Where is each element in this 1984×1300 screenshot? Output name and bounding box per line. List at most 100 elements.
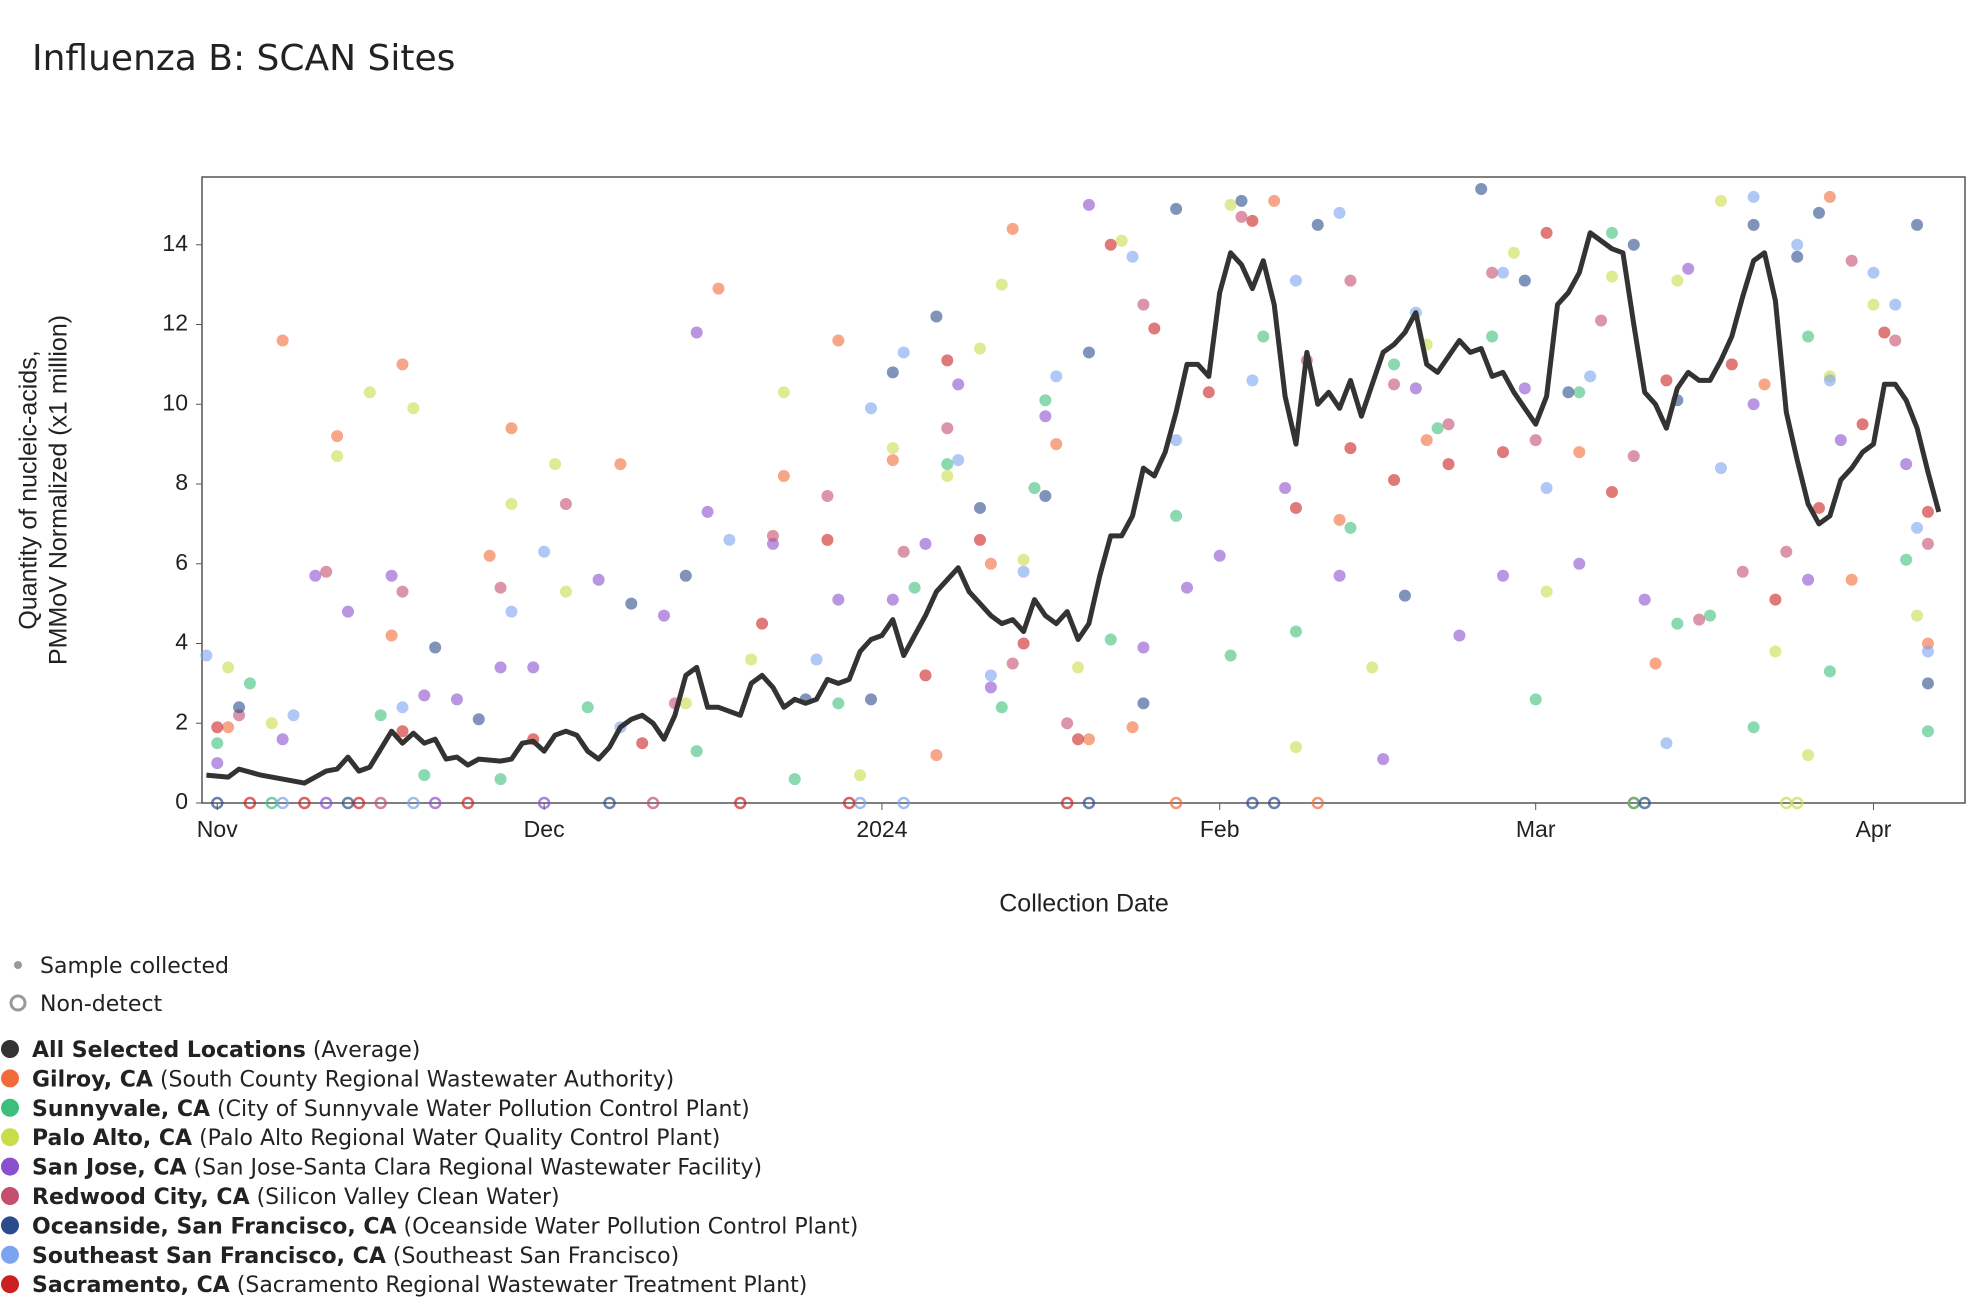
data-point bbox=[756, 617, 769, 630]
data-point bbox=[788, 773, 801, 786]
data-point bbox=[865, 693, 878, 706]
data-point bbox=[952, 378, 965, 391]
legend-name: San Jose, CA bbox=[32, 1156, 187, 1181]
data-point bbox=[1900, 458, 1913, 471]
data-point bbox=[1780, 545, 1793, 558]
data-point bbox=[1257, 330, 1270, 343]
data-point bbox=[396, 585, 409, 598]
data-point bbox=[1289, 741, 1302, 754]
data-point bbox=[222, 661, 235, 674]
data-point bbox=[374, 709, 387, 722]
data-point bbox=[919, 537, 932, 550]
data-point bbox=[1660, 374, 1673, 387]
data-point bbox=[385, 569, 398, 582]
legend-detail: (South County Regional Wastewater Author… bbox=[160, 1067, 674, 1092]
data-point bbox=[1845, 573, 1858, 586]
data-point bbox=[1911, 218, 1924, 231]
data-point bbox=[1921, 677, 1934, 690]
data-point bbox=[418, 689, 431, 702]
non-detect-point bbox=[734, 796, 747, 810]
data-point bbox=[396, 358, 409, 371]
data-point bbox=[1170, 509, 1183, 522]
average-line bbox=[206, 230, 1942, 786]
y-tick-label: 4 bbox=[175, 629, 188, 655]
data-point bbox=[1921, 537, 1934, 550]
data-point bbox=[897, 545, 910, 558]
data-point bbox=[1061, 717, 1074, 730]
data-point bbox=[450, 693, 463, 706]
data-point bbox=[1028, 482, 1041, 495]
non-detect-point bbox=[842, 796, 856, 810]
data-point bbox=[919, 669, 932, 682]
non-detect-point bbox=[407, 796, 420, 810]
data-point bbox=[1856, 418, 1869, 431]
legend-label: Sunnyvale, CA (City of Sunnyvale Water P… bbox=[32, 1097, 750, 1122]
non-detect-point bbox=[646, 796, 660, 810]
data-point bbox=[342, 605, 355, 618]
data-point bbox=[1671, 617, 1684, 630]
data-point bbox=[1682, 262, 1695, 275]
data-point bbox=[1039, 394, 1052, 407]
non-detect-point bbox=[243, 796, 257, 810]
data-point bbox=[1573, 386, 1586, 399]
x-tick-label: Feb bbox=[1200, 816, 1240, 842]
data-point bbox=[1388, 378, 1401, 391]
legend-marker bbox=[1, 1275, 19, 1294]
non-detect-point bbox=[211, 796, 224, 810]
data-point bbox=[472, 713, 485, 726]
data-point bbox=[1497, 446, 1510, 459]
legend-marker bbox=[1, 1157, 19, 1176]
data-point bbox=[1921, 725, 1934, 738]
non-detect-point bbox=[461, 796, 475, 810]
legend-detail: (Palo Alto Regional Water Quality Contro… bbox=[199, 1126, 720, 1151]
data-point bbox=[1769, 593, 1782, 606]
data-point bbox=[886, 366, 899, 379]
data-point bbox=[832, 697, 845, 710]
data-point bbox=[766, 529, 779, 542]
data-point bbox=[984, 669, 997, 682]
data-point bbox=[331, 430, 344, 443]
data-point bbox=[1115, 234, 1128, 247]
data-point bbox=[995, 278, 1008, 291]
data-point bbox=[1867, 266, 1880, 279]
non-detect-point bbox=[298, 796, 311, 810]
legend-marker bbox=[14, 961, 22, 969]
y-tick-label: 8 bbox=[175, 469, 188, 495]
data-point bbox=[1823, 665, 1836, 678]
data-point bbox=[973, 342, 986, 355]
y-tick-label: 2 bbox=[175, 708, 188, 734]
data-point bbox=[1072, 661, 1085, 674]
data-point bbox=[1747, 190, 1760, 203]
non-detect-point bbox=[537, 796, 551, 810]
data-point bbox=[1758, 378, 1771, 391]
data-point bbox=[287, 709, 300, 722]
data-point bbox=[527, 661, 540, 674]
data-point bbox=[1050, 438, 1063, 451]
data-point bbox=[385, 629, 398, 642]
data-point bbox=[1137, 298, 1150, 311]
non-detect-point bbox=[374, 796, 387, 810]
data-point bbox=[211, 721, 224, 734]
data-point bbox=[930, 310, 943, 323]
data-point bbox=[331, 450, 344, 463]
data-point bbox=[1289, 501, 1302, 514]
data-point bbox=[1725, 358, 1738, 371]
data-point bbox=[941, 354, 954, 367]
data-point bbox=[1812, 206, 1825, 219]
non-detect-point bbox=[1082, 796, 1096, 810]
data-point bbox=[1235, 194, 1248, 207]
y-tick-label: 12 bbox=[162, 310, 188, 336]
data-point bbox=[1235, 210, 1248, 223]
data-point bbox=[952, 454, 965, 467]
data-point bbox=[1562, 386, 1575, 399]
non-detect-point bbox=[1060, 796, 1074, 810]
data-point bbox=[559, 497, 572, 510]
legend-detail: (Average) bbox=[313, 1038, 421, 1063]
data-point bbox=[984, 681, 997, 694]
data-point bbox=[1082, 346, 1095, 359]
data-point bbox=[930, 749, 943, 762]
data-point bbox=[1148, 322, 1161, 335]
data-point bbox=[1006, 657, 1019, 670]
data-point bbox=[505, 422, 518, 435]
legend-label: Redwood City, CA (Silicon Valley Clean W… bbox=[32, 1185, 560, 1210]
